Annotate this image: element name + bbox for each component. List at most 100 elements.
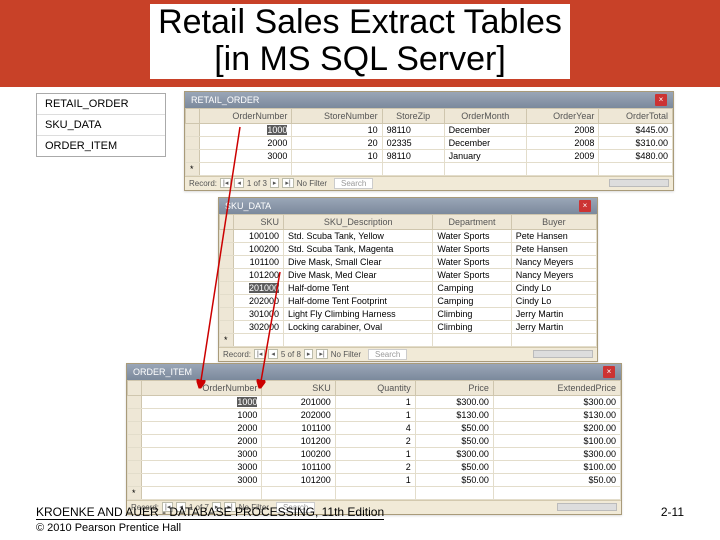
table-row[interactable]: 30001002001$300.00$300.00 [128, 447, 621, 460]
col-header[interactable]: ExtendedPrice [493, 380, 620, 395]
col-header[interactable]: StoreZip [382, 108, 444, 123]
new-row[interactable]: * [186, 162, 673, 175]
cell[interactable]: 101100 [262, 460, 335, 473]
table-row[interactable]: 100200Std. Scuba Tank, MagentaWater Spor… [220, 242, 597, 255]
prev-record-button[interactable]: ◂ [268, 349, 278, 359]
cell[interactable]: Climbing [433, 320, 511, 333]
table-row[interactable]: 101100Dive Mask, Small ClearWater Sports… [220, 255, 597, 268]
cell[interactable]: 2000 [200, 136, 292, 149]
cell[interactable]: $445.00 [599, 123, 673, 136]
cell[interactable]: 1 [335, 408, 415, 421]
col-header[interactable]: OrderNumber [200, 108, 292, 123]
row-selector[interactable] [128, 434, 142, 447]
cell[interactable]: 1000 [237, 397, 257, 407]
cell[interactable]: $50.00 [415, 473, 493, 486]
cell[interactable]: Water Sports [433, 229, 511, 242]
cell[interactable]: 1000 [267, 125, 287, 135]
cell[interactable]: Cindy Lo [511, 281, 596, 294]
row-selector[interactable] [220, 307, 234, 320]
table-row[interactable]: 20001011004$50.00$200.00 [128, 421, 621, 434]
cell[interactable]: 202000 [234, 294, 284, 307]
cell[interactable]: 2008 [526, 123, 598, 136]
cell[interactable]: 201000 [262, 395, 335, 408]
cell[interactable]: 2000 [142, 434, 262, 447]
table-row[interactable]: 202000Half-dome Tent FootprintCampingCin… [220, 294, 597, 307]
last-record-button[interactable]: ▸| [316, 349, 327, 359]
cell[interactable]: Pete Hansen [511, 229, 596, 242]
table-row[interactable]: 30001012001$50.00$50.00 [128, 473, 621, 486]
first-record-button[interactable]: |◂ [254, 349, 265, 359]
cell[interactable]: $310.00 [599, 136, 673, 149]
cell[interactable]: 1 [335, 473, 415, 486]
cell[interactable]: $50.00 [415, 434, 493, 447]
cell[interactable]: Pete Hansen [511, 242, 596, 255]
cell[interactable]: $200.00 [493, 421, 620, 434]
cell[interactable]: Jerry Martin [511, 320, 596, 333]
next-record-button[interactable]: ▸ [270, 178, 280, 188]
col-header[interactable]: Price [415, 380, 493, 395]
cell[interactable]: 2009 [526, 149, 598, 162]
col-header[interactable]: OrderNumber [142, 380, 262, 395]
col-header[interactable]: SKU [234, 214, 284, 229]
row-selector[interactable] [220, 229, 234, 242]
table-row[interactable]: 100100Std. Scuba Tank, YellowWater Sport… [220, 229, 597, 242]
table-row[interactable]: 30001098110January2009$480.00 [186, 149, 673, 162]
cell[interactable]: Climbing [433, 307, 511, 320]
cell[interactable]: 100200 [262, 447, 335, 460]
cell[interactable]: $100.00 [493, 434, 620, 447]
cell[interactable]: 98110 [382, 149, 444, 162]
cell[interactable]: $300.00 [493, 395, 620, 408]
cell[interactable]: $300.00 [415, 447, 493, 460]
cell[interactable]: $130.00 [493, 408, 620, 421]
cell[interactable]: Half-dome Tent Footprint [284, 294, 433, 307]
table-row[interactable]: 20002002335December2008$310.00 [186, 136, 673, 149]
row-selector[interactable] [220, 268, 234, 281]
row-selector[interactable] [186, 149, 200, 162]
new-row[interactable]: * [220, 333, 597, 346]
cell[interactable]: Water Sports [433, 242, 511, 255]
row-selector[interactable] [186, 136, 200, 149]
cell[interactable]: 202000 [262, 408, 335, 421]
cell[interactable]: 100100 [234, 229, 284, 242]
cell[interactable]: Water Sports [433, 268, 511, 281]
cell[interactable]: 101100 [234, 255, 284, 268]
cell[interactable]: Camping [433, 294, 511, 307]
cell[interactable]: 101200 [234, 268, 284, 281]
col-header[interactable]: Quantity [335, 380, 415, 395]
close-icon[interactable]: × [579, 200, 591, 212]
row-selector[interactable]: * [186, 162, 200, 175]
table-row[interactable]: 20001012002$50.00$100.00 [128, 434, 621, 447]
cell[interactable]: Dive Mask, Small Clear [284, 255, 433, 268]
cell[interactable]: $130.00 [415, 408, 493, 421]
row-selector[interactable] [128, 447, 142, 460]
col-header[interactable]: SKU [262, 380, 335, 395]
list-item[interactable]: RETAIL_ORDER [37, 94, 165, 115]
cell[interactable]: 3000 [142, 473, 262, 486]
last-record-button[interactable]: ▸| [282, 178, 293, 188]
cell[interactable]: 4 [335, 421, 415, 434]
col-header[interactable]: OrderMonth [444, 108, 526, 123]
cell[interactable]: Nancy Meyers [511, 255, 596, 268]
cell[interactable]: $50.00 [415, 460, 493, 473]
col-header[interactable]: StoreNumber [292, 108, 382, 123]
cell[interactable]: Nancy Meyers [511, 268, 596, 281]
close-icon[interactable]: × [603, 366, 615, 378]
cell[interactable]: 3000 [142, 447, 262, 460]
cell[interactable]: January [444, 149, 526, 162]
table-row[interactable]: 30001011002$50.00$100.00 [128, 460, 621, 473]
table-row[interactable]: 10002010001$300.00$300.00 [128, 395, 621, 408]
cell[interactable]: 2000 [142, 421, 262, 434]
prev-record-button[interactable]: ◂ [234, 178, 244, 188]
cell[interactable]: 101200 [262, 473, 335, 486]
row-selector[interactable] [220, 320, 234, 333]
cell[interactable]: 1000 [142, 408, 262, 421]
col-header[interactable]: OrderTotal [599, 108, 673, 123]
scrollbar[interactable] [609, 179, 669, 187]
col-header[interactable]: OrderYear [526, 108, 598, 123]
table-row[interactable]: 301000Light Fly Climbing HarnessClimbing… [220, 307, 597, 320]
cell[interactable]: 3000 [200, 149, 292, 162]
cell[interactable]: Std. Scuba Tank, Magenta [284, 242, 433, 255]
row-selector[interactable] [128, 421, 142, 434]
row-selector[interactable] [128, 408, 142, 421]
table-row[interactable]: 10002020001$130.00$130.00 [128, 408, 621, 421]
